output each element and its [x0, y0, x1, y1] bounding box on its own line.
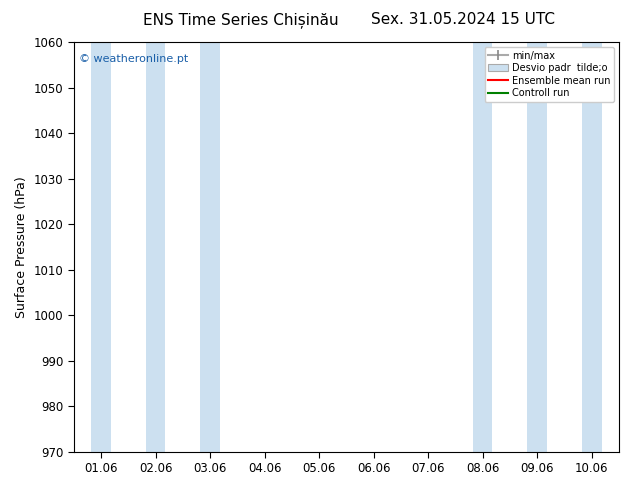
Bar — [473, 42, 493, 452]
Y-axis label: Surface Pressure (hPa): Surface Pressure (hPa) — [15, 176, 28, 318]
Text: ENS Time Series Chișinău: ENS Time Series Chișinău — [143, 12, 339, 28]
Bar — [200, 42, 220, 452]
Legend: min/max, Desvio padr  tilde;o, Ensemble mean run, Controll run: min/max, Desvio padr tilde;o, Ensemble m… — [484, 47, 614, 102]
Text: © weatheronline.pt: © weatheronline.pt — [79, 54, 188, 64]
Bar — [582, 42, 602, 452]
Text: Sex. 31.05.2024 15 UTC: Sex. 31.05.2024 15 UTC — [371, 12, 555, 27]
Bar — [527, 42, 547, 452]
Bar — [91, 42, 111, 452]
Bar — [146, 42, 165, 452]
